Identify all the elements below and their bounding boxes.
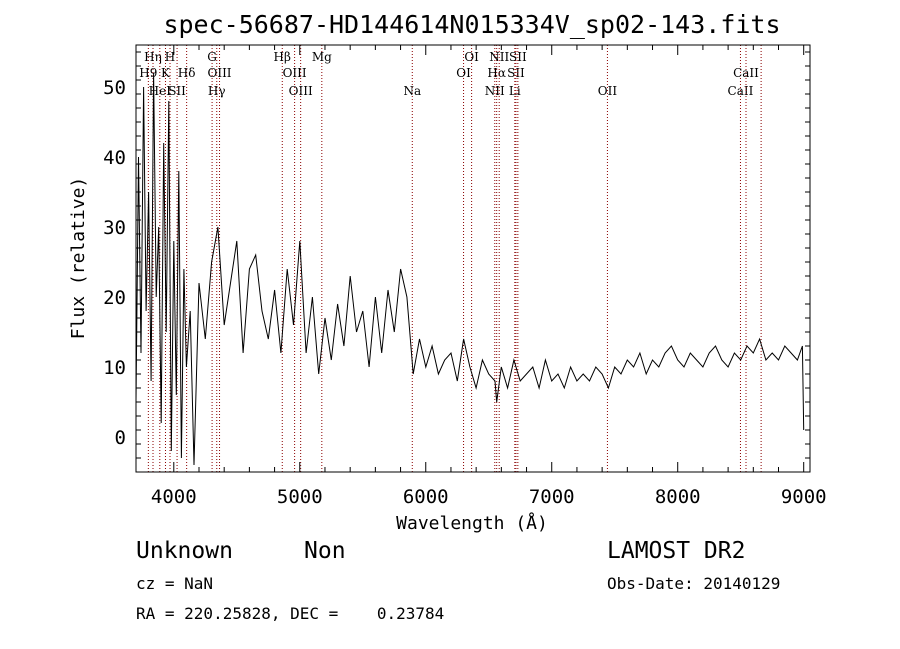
- line-marker-label: OIII: [289, 84, 313, 98]
- line-marker-label: Mg: [312, 50, 332, 64]
- x-tick-label: 7000: [529, 486, 575, 508]
- y-tick-label: 50: [103, 77, 126, 99]
- line-marker-label: G: [207, 50, 217, 64]
- line-marker-label: Li: [509, 84, 521, 98]
- y-tick-label: 0: [115, 427, 126, 449]
- line-markers: H9HηHeIKHSIIHδGHγOIIIHβOIIIOIIIMgNaOIOIN…: [139, 45, 762, 472]
- line-marker-label: Hα: [487, 66, 506, 80]
- obs-date: Obs-Date: 20140129: [607, 574, 781, 593]
- plot-frame: [135, 44, 811, 473]
- line-marker-label: OI: [456, 66, 471, 80]
- redshift-value: cz = NaN: [136, 574, 214, 593]
- x-axis-label: Wavelength (Å): [396, 512, 548, 534]
- line-marker-label: OIII: [207, 66, 231, 80]
- spectrum-line: [135, 72, 805, 466]
- y-tick-label: 10: [103, 357, 126, 379]
- line-marker-label: SII: [507, 66, 525, 80]
- coordinates: RA = 220.25828, DEC = 0.23784: [136, 604, 445, 623]
- y-axis-label: Flux (relative): [68, 177, 89, 340]
- object-subclass: Non: [304, 538, 346, 564]
- line-marker-label: SII: [509, 50, 527, 64]
- x-tick-label: 5000: [277, 486, 323, 508]
- line-marker-label: OI: [464, 50, 479, 64]
- survey-name: LAMOST DR2: [607, 538, 746, 564]
- line-marker-label: SII: [168, 84, 186, 98]
- line-marker-label: H9: [139, 66, 157, 80]
- line-marker-label: K: [161, 66, 171, 80]
- x-tick-label: 9000: [781, 486, 827, 508]
- line-marker-label: Hδ: [178, 66, 196, 80]
- y-axis: 0 10 20 30 40 50: [103, 51, 810, 473]
- line-marker-label: Na: [403, 84, 421, 98]
- line-marker-label: Hβ: [274, 50, 291, 64]
- line-marker-label: OII: [598, 84, 618, 98]
- x-tick-label: 4000: [151, 486, 197, 508]
- x-tick-label: 8000: [655, 486, 701, 508]
- x-tick-label: 6000: [403, 486, 449, 508]
- x-axis: 4000 5000 6000 7000 8000 9000: [151, 45, 827, 508]
- y-tick-label: 40: [103, 147, 126, 169]
- chart-title: spec-56687-HD144614N015334V_sp02-143.fit…: [163, 10, 780, 39]
- object-class: Unknown: [136, 538, 233, 564]
- line-marker-label: NII: [485, 84, 505, 98]
- line-marker-label: CaII: [728, 84, 754, 98]
- line-marker-label: NII: [489, 50, 509, 64]
- line-marker-label: CaII: [733, 66, 759, 80]
- y-tick-label: 20: [103, 287, 126, 309]
- y-tick-label: 30: [103, 217, 126, 239]
- line-marker-label: OIII: [283, 66, 307, 80]
- line-marker-label: Hγ: [208, 84, 226, 98]
- line-marker-label: H: [165, 50, 175, 64]
- line-marker-label: Hη: [144, 50, 162, 64]
- spectrum-series: [135, 72, 805, 466]
